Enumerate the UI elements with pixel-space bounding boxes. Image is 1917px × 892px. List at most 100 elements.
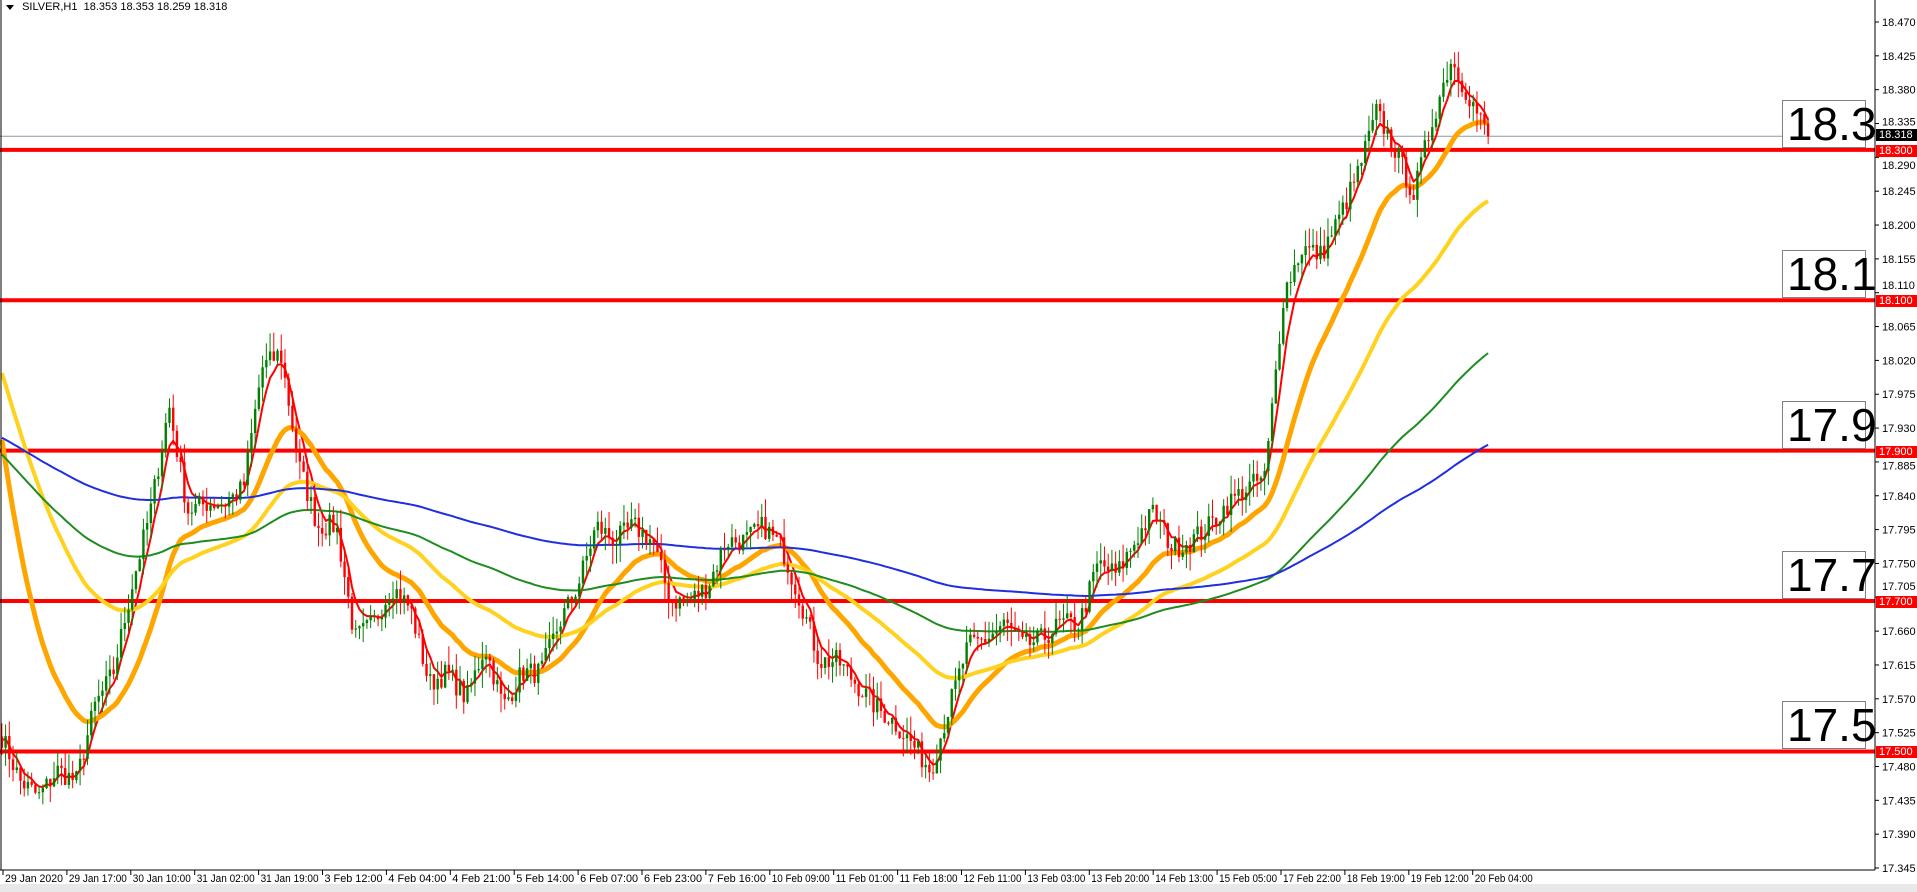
current-price-tag: 18.318: [1876, 129, 1917, 142]
candle-body: [823, 657, 827, 668]
candle-body: [1196, 526, 1199, 535]
candles: [0, 51, 1490, 805]
candle-body: [1434, 118, 1438, 128]
candle-body: [887, 722, 890, 724]
y-tick-label: 18.290: [1882, 160, 1916, 172]
candle-body: [1192, 534, 1196, 552]
candle-body: [343, 561, 346, 578]
candle-body: [682, 597, 685, 601]
candle-body: [82, 758, 86, 760]
candle-body: [131, 589, 134, 610]
candle-body: [1039, 628, 1043, 631]
x-tick-label: 3 Feb 12:00: [325, 873, 383, 884]
candle-body: [1270, 403, 1274, 441]
candle-body: [548, 639, 551, 649]
y-tick-label: 17.615: [1882, 660, 1916, 672]
candle-body: [1304, 246, 1307, 255]
candle-body: [93, 701, 97, 711]
candle-body: [853, 679, 857, 684]
level-price-tag: 18.100: [1876, 295, 1917, 308]
candle-body: [585, 555, 588, 561]
candle-body: [604, 527, 607, 534]
level-label-box[interactable]: 17.5: [1782, 701, 1877, 750]
status-strip: [0, 884, 1917, 892]
candle-body: [1099, 560, 1102, 564]
candle-body: [1013, 628, 1017, 631]
candle-body: [1025, 634, 1028, 637]
level-label-box[interactable]: 17.7: [1782, 551, 1877, 600]
x-tick-label: 6 Feb 23:00: [644, 873, 702, 884]
candle-body: [1084, 608, 1088, 612]
candle-body: [779, 536, 782, 538]
y-tick-label: 17.435: [1882, 795, 1916, 807]
candle-body: [466, 684, 469, 703]
moving-average-line: [1, 436, 1489, 597]
candle-body: [1323, 245, 1326, 259]
candle-body: [1155, 504, 1158, 521]
level-label-box[interactable]: 18.1: [1782, 250, 1877, 299]
candle-body: [976, 636, 980, 639]
candle-body: [1110, 563, 1114, 571]
candle-body: [645, 529, 648, 545]
candle-body: [1449, 63, 1453, 81]
candle-body: [1364, 141, 1367, 164]
candle-body: [678, 597, 682, 609]
candle-body: [991, 633, 994, 639]
candle-body: [1390, 129, 1393, 150]
candle-body: [1211, 516, 1214, 518]
dropdown-triangle-icon[interactable]: [6, 4, 14, 10]
candle-body: [354, 628, 357, 630]
candle-body: [49, 778, 52, 787]
candle-body: [8, 735, 11, 760]
candle-body: [987, 638, 991, 643]
candle-body: [1129, 550, 1132, 552]
x-tick-label: 31 Jan 19:00: [261, 873, 319, 884]
candle-body: [693, 590, 696, 600]
candle-body: [1367, 130, 1371, 142]
candle-body: [477, 669, 480, 671]
candle-body: [510, 697, 514, 702]
candle-body: [1069, 613, 1073, 618]
candle-body: [950, 689, 953, 717]
candle-body: [1133, 544, 1136, 551]
candle-body: [313, 497, 316, 526]
candle-body: [1002, 619, 1006, 627]
candle-body: [417, 633, 421, 635]
candle-body: [1282, 308, 1285, 344]
candle-body: [686, 599, 689, 601]
candle-body: [928, 764, 931, 773]
x-tick-label: 4 Feb 04:00: [388, 873, 446, 884]
candle-body: [589, 548, 592, 556]
candle-body: [1401, 148, 1404, 158]
candle-body: [335, 527, 339, 533]
candle-body: [257, 387, 261, 409]
candle-body: [1293, 264, 1296, 283]
moving-average-line: [1, 79, 1490, 788]
candle-body: [291, 405, 294, 429]
candle-body: [1106, 566, 1110, 571]
level-label-box[interactable]: 17.9: [1782, 400, 1877, 449]
candle-body: [890, 717, 894, 724]
candle-body: [499, 680, 503, 694]
candle-body: [1017, 630, 1020, 632]
candle-body: [972, 634, 976, 637]
candle-body: [112, 669, 115, 675]
candle-body: [224, 504, 227, 507]
candle-body: [1159, 520, 1162, 522]
candle-body: [812, 621, 816, 651]
x-tick-label: 11 Feb 18:00: [900, 873, 958, 884]
candle-body: [410, 605, 413, 609]
candle-body: [1423, 140, 1427, 158]
candle-body: [961, 663, 965, 669]
candle-body: [522, 667, 525, 681]
candle-body: [842, 664, 845, 666]
level-label-box[interactable]: 18.3: [1782, 99, 1877, 148]
candle-body: [481, 659, 484, 670]
candle-body: [209, 505, 212, 511]
candle-body: [1032, 642, 1035, 646]
y-tick-label: 17.705: [1882, 581, 1916, 593]
candle-body: [611, 537, 614, 546]
candle-body: [306, 471, 309, 501]
